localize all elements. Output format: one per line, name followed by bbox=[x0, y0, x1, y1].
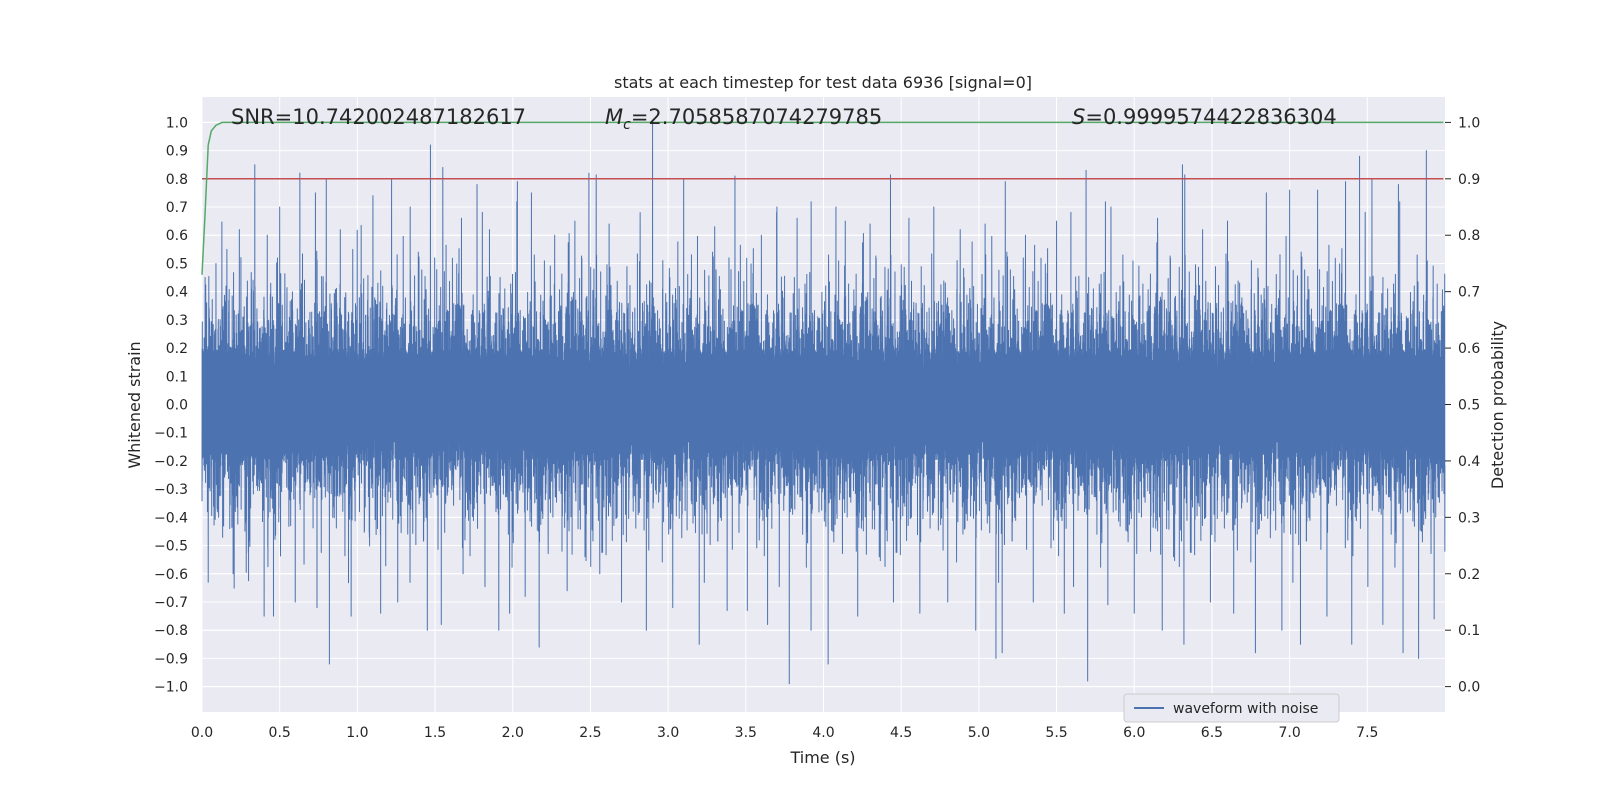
y2-tick-label: 0.4 bbox=[1458, 454, 1480, 470]
x-tick-label: 2.0 bbox=[502, 725, 524, 741]
s-annotation: S=0.9999574422836304 bbox=[1072, 105, 1337, 129]
x-tick-label: 7.5 bbox=[1356, 725, 1378, 741]
y2-tick-label: 0.3 bbox=[1458, 510, 1480, 526]
x-tick-label: 0.0 bbox=[191, 725, 213, 741]
x-tick-label: 4.5 bbox=[890, 725, 912, 741]
y-tick-label: 0.1 bbox=[166, 369, 188, 385]
axis-ticks: 0.0 0.5 1.0 1.5 2.0 2.5 3.0 3.5 4.0 4.5 5.0 5.5 6.0 6… bbox=[154, 115, 1480, 741]
y2-axis-label: Detection probability bbox=[1488, 321, 1507, 489]
legend-box bbox=[1123, 693, 1340, 723]
y2-tick-label: 0.2 bbox=[1458, 567, 1480, 583]
x-tick-label: 6.0 bbox=[1123, 725, 1145, 741]
y-tick-label: −0.1 bbox=[154, 426, 188, 442]
y-tick-label: −0.6 bbox=[154, 567, 188, 583]
snr-annotation: SNR=10.742002487182617 bbox=[231, 105, 526, 129]
x-tick-label: 1.5 bbox=[424, 725, 446, 741]
y-tick-label: −0.8 bbox=[154, 623, 188, 639]
x-tick-label: 4.0 bbox=[812, 725, 834, 741]
chirp-mass-symbol: M bbox=[605, 105, 623, 129]
x-tick-label: 5.5 bbox=[1045, 725, 1067, 741]
y2-tick-label: 0.9 bbox=[1458, 172, 1480, 188]
legend-label-waveform: waveform with noise bbox=[1173, 701, 1318, 717]
y-tick-label: 0.4 bbox=[166, 285, 188, 301]
y2-tick-label: 0.6 bbox=[1458, 341, 1480, 357]
legend: waveform with noise bbox=[1123, 693, 1340, 723]
y2-tick-label: 0.5 bbox=[1458, 398, 1480, 414]
y-tick-label: −0.4 bbox=[154, 510, 188, 526]
x-tick-label: 6.5 bbox=[1201, 725, 1223, 741]
y-tick-label: 0.9 bbox=[166, 144, 188, 160]
y-tick-label: −0.2 bbox=[154, 454, 188, 470]
y-tick-label: −0.9 bbox=[154, 651, 188, 667]
waveform-with-noise-line bbox=[201, 121, 1446, 685]
y-tick-label: 0.5 bbox=[166, 256, 188, 272]
x-tick-label: 2.5 bbox=[579, 725, 601, 741]
s-symbol: S bbox=[1072, 105, 1085, 129]
y2-tick-label: 0.7 bbox=[1458, 285, 1480, 301]
y-tick-label: −0.5 bbox=[154, 539, 188, 555]
y-tick-label: 0.8 bbox=[166, 172, 188, 188]
y-tick-label: 0.7 bbox=[166, 200, 188, 216]
y2-tick-label: 1.0 bbox=[1458, 115, 1480, 131]
y-tick-label: 0.3 bbox=[166, 313, 188, 329]
x-tick-label: 5.0 bbox=[968, 725, 990, 741]
y-tick-label: −0.7 bbox=[154, 595, 188, 611]
x-tick-label: 1.0 bbox=[346, 725, 368, 741]
y-tick-label: 1.0 bbox=[166, 115, 188, 131]
y-tick-label: 0.2 bbox=[166, 341, 188, 357]
x-tick-label: 3.5 bbox=[735, 725, 757, 741]
chirp-mass-value: =2.7058587074279785 bbox=[631, 105, 882, 129]
x-tick-label: 3.0 bbox=[657, 725, 679, 741]
y-tick-label: −1.0 bbox=[154, 680, 188, 696]
data-layer bbox=[201, 121, 1446, 685]
y-axis-label: Whitened strain bbox=[125, 341, 144, 468]
chirp-mass-subscript: c bbox=[623, 117, 631, 133]
x-axis-label: Time (s) bbox=[789, 748, 855, 767]
y2-tick-label: 0.0 bbox=[1458, 680, 1480, 696]
s-value: =0.9999574422836304 bbox=[1085, 105, 1336, 129]
y2-tick-label: 0.1 bbox=[1458, 623, 1480, 639]
chirp-mass-annotation: Mc=2.7058587074279785 bbox=[605, 105, 882, 133]
y-tick-label: −0.3 bbox=[154, 482, 188, 498]
detection-probability-line bbox=[201, 121, 1444, 275]
x-tick-label: 0.5 bbox=[269, 725, 291, 741]
y2-tick-label: 0.8 bbox=[1458, 228, 1480, 244]
y-tick-label: 0.0 bbox=[166, 398, 188, 414]
x-tick-label: 7.0 bbox=[1278, 725, 1300, 741]
chart-title: stats at each timestep for test data 693… bbox=[614, 73, 1032, 92]
y-tick-label: 0.6 bbox=[166, 228, 188, 244]
